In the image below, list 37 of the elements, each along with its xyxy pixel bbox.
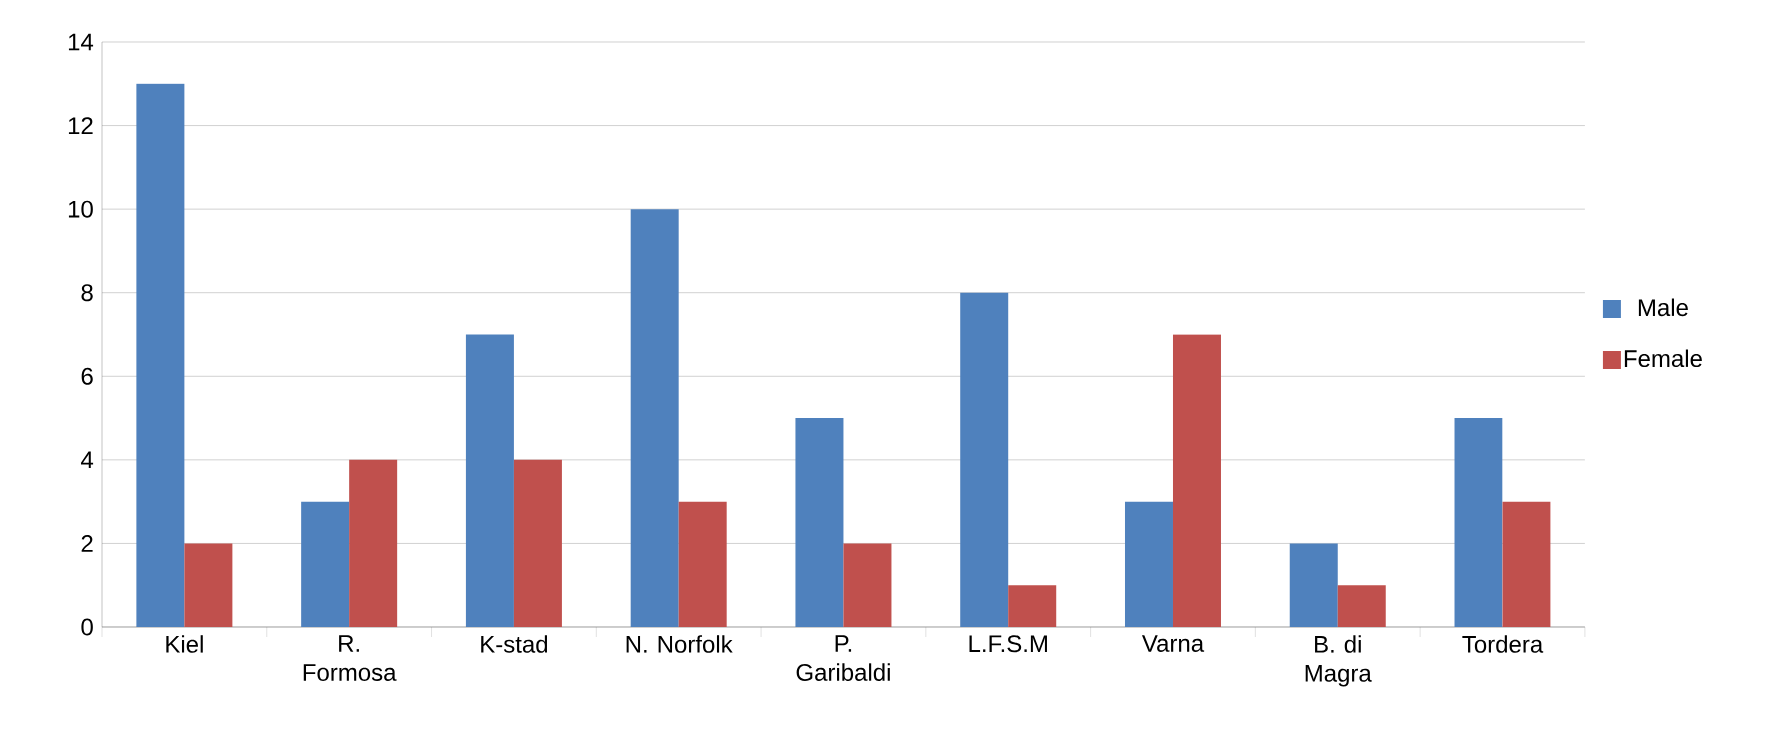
bar	[136, 83, 185, 627]
x-tick-label: L.F.S.M	[969, 635, 1047, 653]
y-tick-label: 8	[81, 284, 93, 302]
bar	[1172, 334, 1221, 627]
x-tick-label: K-stad	[481, 635, 548, 653]
x-tick-label: Kiel	[166, 635, 203, 653]
bar	[960, 292, 1009, 627]
bar	[1454, 418, 1503, 627]
x-tick-label: P. Garibaldi	[796, 635, 890, 681]
y-tick-label: 12	[68, 117, 93, 134]
bar	[513, 459, 562, 627]
y-tick-label: 0	[81, 618, 93, 636]
y-tick-label: 6	[81, 367, 93, 385]
bar	[184, 543, 233, 627]
y-tick-label: 10	[68, 200, 93, 218]
bar	[301, 501, 350, 627]
x-tick-label: R. Formosa	[303, 635, 397, 681]
x-tick-label: N. Norfolk	[626, 635, 733, 653]
bar	[678, 501, 727, 627]
bar	[1008, 585, 1057, 627]
bar	[1124, 501, 1173, 627]
bar	[1502, 501, 1551, 627]
y-tick-label: 4	[81, 451, 94, 469]
y-tick-label: 14	[68, 33, 94, 51]
x-tick-label: B. di Magra	[1305, 635, 1372, 687]
bar	[795, 418, 844, 627]
x-tick-label: Varna	[1141, 635, 1205, 652]
bar	[349, 459, 398, 627]
bar	[630, 209, 679, 627]
y-tick-label: 2	[81, 535, 93, 552]
bar	[1337, 585, 1386, 627]
legend-label: Female	[1624, 349, 1702, 368]
legend-label: Male	[1638, 298, 1688, 317]
x-tick-label: Tordera	[1462, 635, 1544, 653]
bar	[1289, 543, 1338, 627]
bar	[843, 543, 892, 627]
bar	[465, 334, 514, 627]
